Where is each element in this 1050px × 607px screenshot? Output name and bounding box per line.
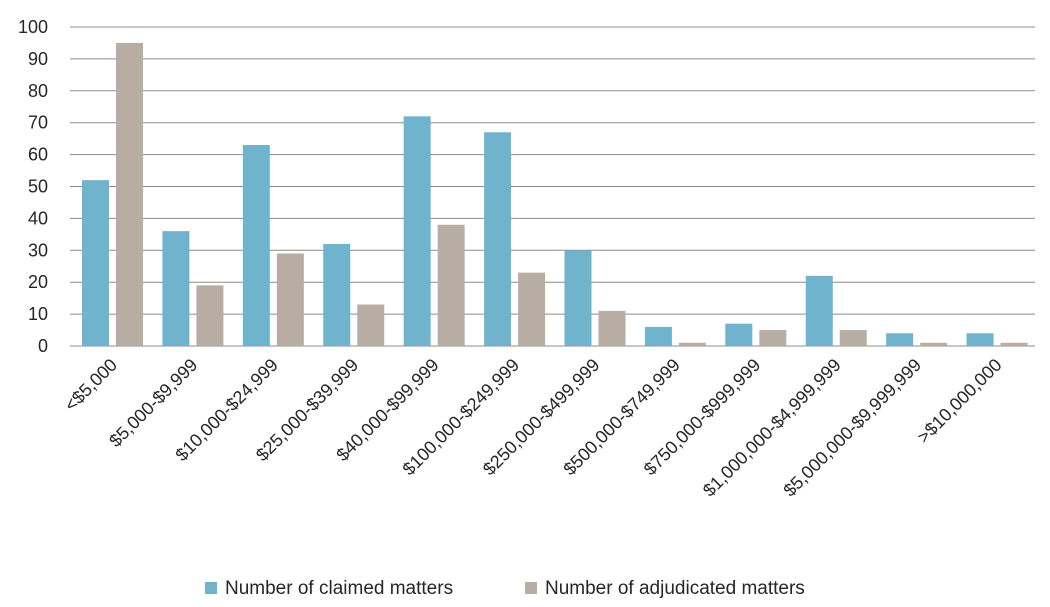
adjudicated-bar-6 [598, 310, 626, 346]
y-tick-label: 90 [28, 49, 48, 69]
claimed-bar-10 [886, 333, 914, 346]
x-tick-label: $5,000,000-$9,999,999 [779, 355, 925, 501]
y-tick-label: 30 [28, 240, 48, 260]
adjudicated-bar-0 [116, 42, 143, 346]
claimed-bar-1 [162, 231, 190, 346]
y-tick-label: 20 [28, 272, 48, 292]
claimed-bar-4 [403, 116, 431, 346]
y-tick-label: 40 [28, 208, 48, 228]
x-tick-label: >$10,000,000 [913, 355, 1005, 447]
adjudicated-bar-9 [839, 330, 867, 346]
claimed-bar-11 [966, 333, 994, 346]
claimed-bar-3 [323, 243, 351, 346]
legend-swatch-claimed [205, 582, 217, 594]
x-axis-tick-labels: <$5,000$5,000-$9,999$10,000-$24,999$25,0… [61, 355, 1006, 501]
claimed-bar-5 [484, 132, 512, 346]
claimed-bar-6 [564, 250, 592, 346]
y-tick-label: 50 [28, 177, 48, 197]
legend-label-adjudicated: Number of adjudicated matters [545, 578, 805, 599]
adjudicated-bar-11 [1000, 342, 1028, 346]
claimed-bar-8 [725, 323, 753, 346]
y-tick-label: 60 [28, 145, 48, 165]
y-tick-label: 10 [28, 304, 48, 324]
y-tick-label: 0 [38, 336, 48, 356]
y-tick-label: 70 [28, 113, 48, 133]
legend: Number of claimed matters Number of adjud… [205, 578, 805, 599]
y-axis-tick-labels: 0 10 20 30 40 50 60 70 80 90 100 [18, 17, 48, 356]
adjudicated-bar-2 [276, 253, 304, 346]
adjudicated-bar-5 [518, 272, 546, 346]
y-tick-label: 100 [18, 17, 48, 37]
adjudicated-bar-3 [357, 304, 385, 346]
y-gridlines [70, 26, 1035, 347]
legend-label-claimed: Number of claimed matters [225, 578, 453, 599]
claimed-bar-2 [242, 145, 270, 346]
adjudicated-bar-10 [920, 342, 948, 346]
claimed-bar-9 [805, 275, 833, 346]
bar-series [82, 42, 1028, 346]
adjudicated-bar-7 [678, 342, 706, 346]
adjudicated-bar-4 [437, 224, 465, 346]
adjudicated-bar-8 [759, 330, 787, 346]
y-tick-label: 80 [28, 81, 48, 101]
adjudicated-bar-1 [196, 285, 224, 346]
claimed-bar-0 [82, 180, 109, 346]
x-tick-label: <$5,000 [61, 355, 122, 416]
legend-swatch-adjudicated [525, 582, 537, 594]
x-tick-label: $1,000,000-$4,999,999 [699, 355, 845, 501]
claimed-bar-7 [644, 326, 672, 346]
